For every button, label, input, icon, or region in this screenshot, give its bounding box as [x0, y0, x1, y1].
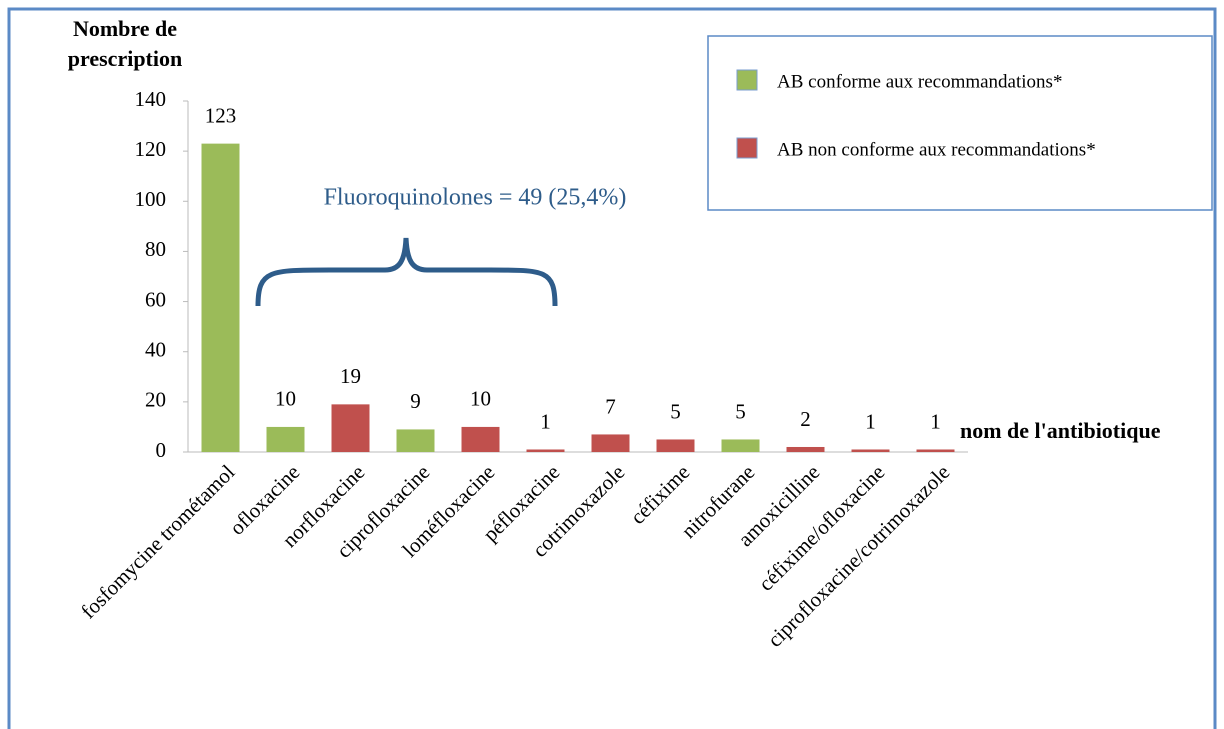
- bar: [461, 426, 500, 452]
- value-label: 10: [470, 387, 491, 411]
- y-tick-label: 0: [156, 438, 167, 462]
- y-tick-label: 40: [145, 338, 166, 362]
- bar: [526, 449, 565, 452]
- bar: [201, 143, 240, 452]
- x-axis-label: nom de l'antibiotique: [960, 418, 1161, 443]
- bar: [396, 429, 435, 452]
- value-label: 2: [800, 407, 811, 431]
- value-label: 10: [275, 387, 296, 411]
- bar: [786, 446, 825, 452]
- brace: [255, 237, 558, 307]
- frame: [7, 7, 1217, 729]
- bar: [851, 449, 890, 452]
- value-label: 123: [205, 103, 237, 127]
- bar: [331, 404, 370, 452]
- value-label: 5: [735, 399, 746, 423]
- y-tick-label: 100: [135, 187, 167, 211]
- annotation: Fluoroquinolones = 49 (25,4%): [324, 185, 627, 211]
- y-tick-label: 60: [145, 287, 166, 311]
- y-tick-label: 120: [135, 137, 167, 161]
- value-label: 5: [670, 399, 681, 423]
- y-tick-label: 20: [145, 388, 166, 412]
- legend-box: [707, 35, 1213, 211]
- bar: [721, 439, 760, 452]
- x-tick-label: fosfomycine trométamol: [76, 460, 239, 623]
- y-axis-label: Nombre de prescription: [67, 16, 183, 71]
- y-tick-label: 80: [145, 237, 166, 261]
- bar: [266, 426, 305, 452]
- value-label: 1: [540, 409, 551, 433]
- value-label: 7: [605, 394, 616, 418]
- y-tick-label: 140: [135, 87, 167, 111]
- value-label: 9: [410, 389, 421, 413]
- bar: [591, 434, 630, 452]
- legend-label: AB non conforme aux recommandations*: [777, 139, 1096, 160]
- value-label: 1: [865, 409, 876, 433]
- value-label: 1: [930, 409, 941, 433]
- value-label: 19: [340, 364, 361, 388]
- bar: [656, 439, 695, 452]
- legend-swatch: [736, 137, 758, 159]
- legend-swatch: [736, 69, 758, 91]
- bar: [916, 449, 955, 452]
- legend-label: AB conforme aux recommandations*: [777, 71, 1062, 92]
